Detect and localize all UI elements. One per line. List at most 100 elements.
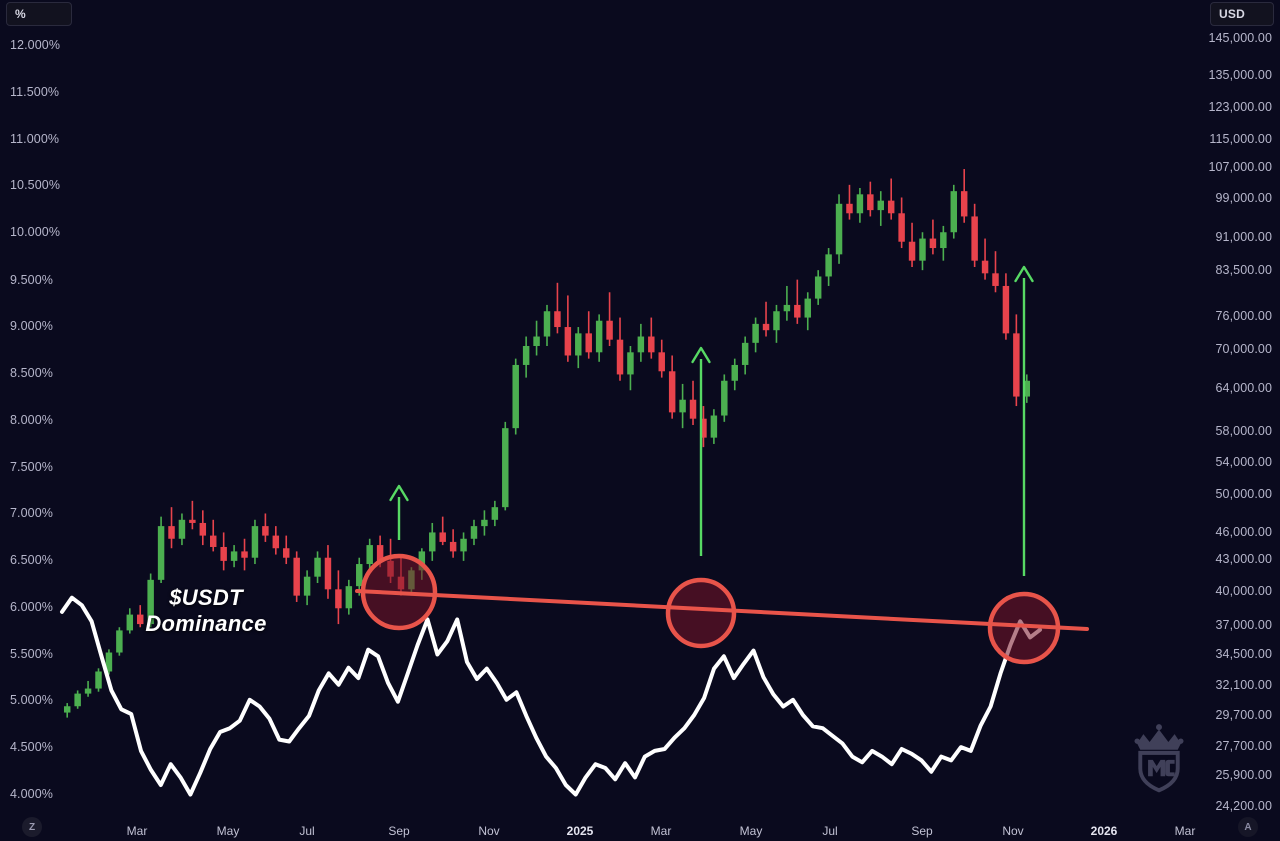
candle-body: [554, 311, 561, 328]
time-axis-tick: Mar: [650, 824, 672, 838]
right-axis-tick: 54,000.00: [1215, 455, 1272, 469]
candle-body: [721, 380, 728, 416]
candle-body: [908, 241, 916, 261]
right-axis-tick: 27,700.00: [1215, 739, 1272, 753]
right-axis-tick: 145,000.00: [1208, 31, 1272, 45]
left-axis-tick: 8.500%: [10, 366, 53, 380]
candle-body: [136, 614, 144, 625]
candle-body: [366, 545, 373, 565]
time-axis-tick: May: [216, 824, 240, 838]
candle-body: [981, 260, 989, 274]
left-axis-unit-badge[interactable]: %: [6, 2, 72, 26]
candle-body: [971, 216, 978, 261]
candle-body: [199, 522, 207, 536]
candle-body: [627, 352, 634, 375]
candle-body: [210, 535, 217, 547]
right-axis-tick: 50,000.00: [1215, 487, 1272, 501]
candle-body: [658, 352, 665, 372]
candle-body: [84, 688, 92, 694]
usdt-dominance-polyline: [60, 595, 1042, 797]
candle-body: [147, 579, 154, 625]
candle-body: [178, 519, 186, 539]
candle-body: [1002, 285, 1010, 334]
time-axis-tick: Mar: [126, 824, 148, 838]
time-axis-tick: Nov: [478, 824, 500, 838]
candle-body: [668, 371, 676, 413]
candle-body: [168, 526, 175, 539]
left-axis-tick: 11.500%: [10, 85, 60, 99]
right-axis-tick: 115,000.00: [1209, 132, 1272, 146]
candle-body: [606, 320, 613, 340]
left-axis-tick: 9.000%: [10, 319, 53, 333]
resistance-touch-2[interactable]: [665, 577, 737, 649]
time-axis-tick: 2026: [1090, 824, 1118, 838]
candle-body: [533, 336, 540, 346]
candle-body: [835, 203, 843, 255]
left-axis-tick: 5.500%: [10, 647, 53, 661]
candle-body: [700, 418, 707, 438]
candle-body: [220, 546, 227, 561]
left-axis-tick: 7.000%: [10, 506, 53, 520]
candle-body: [689, 399, 697, 419]
arrow-head: [389, 484, 409, 502]
right-axis-unit-badge[interactable]: USD: [1210, 2, 1274, 26]
candle-body: [460, 538, 467, 552]
candle-body: [887, 200, 895, 214]
candle-body: [762, 323, 770, 331]
candle-body: [679, 399, 686, 413]
candle-body: [825, 254, 832, 277]
candle-body: [439, 532, 446, 542]
time-axis-tick: Jul: [822, 824, 838, 838]
candle-body: [418, 551, 426, 571]
candle-body: [773, 311, 780, 331]
time-axis-tick: Sep: [388, 824, 410, 838]
usdt-dominance-line: [60, 595, 1042, 797]
right-axis-tick: 40,000.00: [1215, 584, 1272, 598]
candle-body: [251, 526, 259, 558]
mc-crown-watermark-icon: [1134, 724, 1184, 793]
candle-body: [356, 564, 363, 587]
candle-body: [335, 589, 342, 609]
usdt-dominance-label-line1: $USDT: [169, 585, 243, 610]
candle-body: [877, 200, 884, 211]
resistance-trendline[interactable]: [355, 589, 1089, 631]
candle-body: [950, 191, 958, 233]
right-axis-tick: 107,000.00: [1208, 160, 1272, 174]
candle-body: [95, 671, 102, 689]
candle-body: [648, 336, 655, 353]
candle-body: [741, 342, 749, 365]
candle-body: [1023, 380, 1031, 397]
candle-body: [752, 323, 759, 343]
candle-body: [272, 535, 280, 549]
candle-body: [814, 276, 822, 299]
candle-body: [512, 364, 519, 429]
candle-body: [63, 706, 71, 713]
time-axis-tick: May: [739, 824, 763, 838]
right-axis-tick: 135,000.00: [1208, 68, 1272, 82]
candle-body: [564, 327, 572, 356]
candle-body: [283, 548, 290, 558]
right-axis-tick: 76,000.00: [1215, 309, 1272, 323]
candle-body: [345, 586, 353, 609]
left-axis-tick: 10.000%: [10, 225, 61, 239]
candle-body: [157, 526, 165, 580]
right-axis-tick: 64,000.00: [1215, 381, 1272, 395]
candle-body: [856, 194, 864, 214]
candle-body: [481, 519, 488, 527]
candle-body: [960, 191, 968, 217]
time-axis-tick: 2025: [566, 824, 594, 838]
right-axis-tick: 58,000.00: [1215, 424, 1272, 438]
left-axis-tick: 8.000%: [10, 413, 53, 427]
left-axis-tick: 6.500%: [10, 553, 53, 567]
right-axis-tick: 99,000.00: [1215, 191, 1272, 205]
right-axis-tick: 29,700.00: [1215, 708, 1272, 722]
candle-body: [575, 333, 582, 356]
right-axis-tick: 123,000.00: [1208, 100, 1272, 114]
auto-scale-button[interactable]: A: [1238, 817, 1258, 837]
candle-body: [491, 507, 499, 520]
zoom-out-button[interactable]: Z: [22, 817, 42, 837]
candle-body: [783, 304, 791, 312]
time-axis-tick: Mar: [1174, 824, 1196, 838]
right-axis-tick: 70,000.00: [1215, 342, 1272, 356]
